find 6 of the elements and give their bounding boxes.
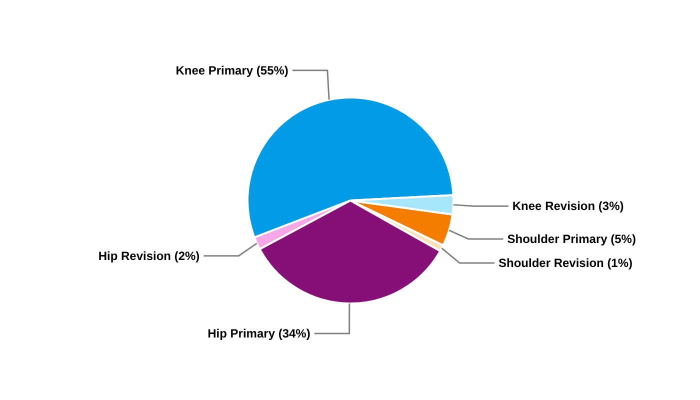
slice-label: Knee Revision (3%) — [512, 199, 624, 214]
slice-label: Shoulder Revision (1%) — [498, 256, 633, 270]
slice-label: Hip Primary (34%) — [208, 326, 310, 340]
slice-label: Knee Primary (55%) — [176, 63, 288, 78]
slice-label: Hip Revision (2%) — [98, 248, 200, 263]
slice-label: Shoulder Primary (5%) — [507, 232, 636, 246]
